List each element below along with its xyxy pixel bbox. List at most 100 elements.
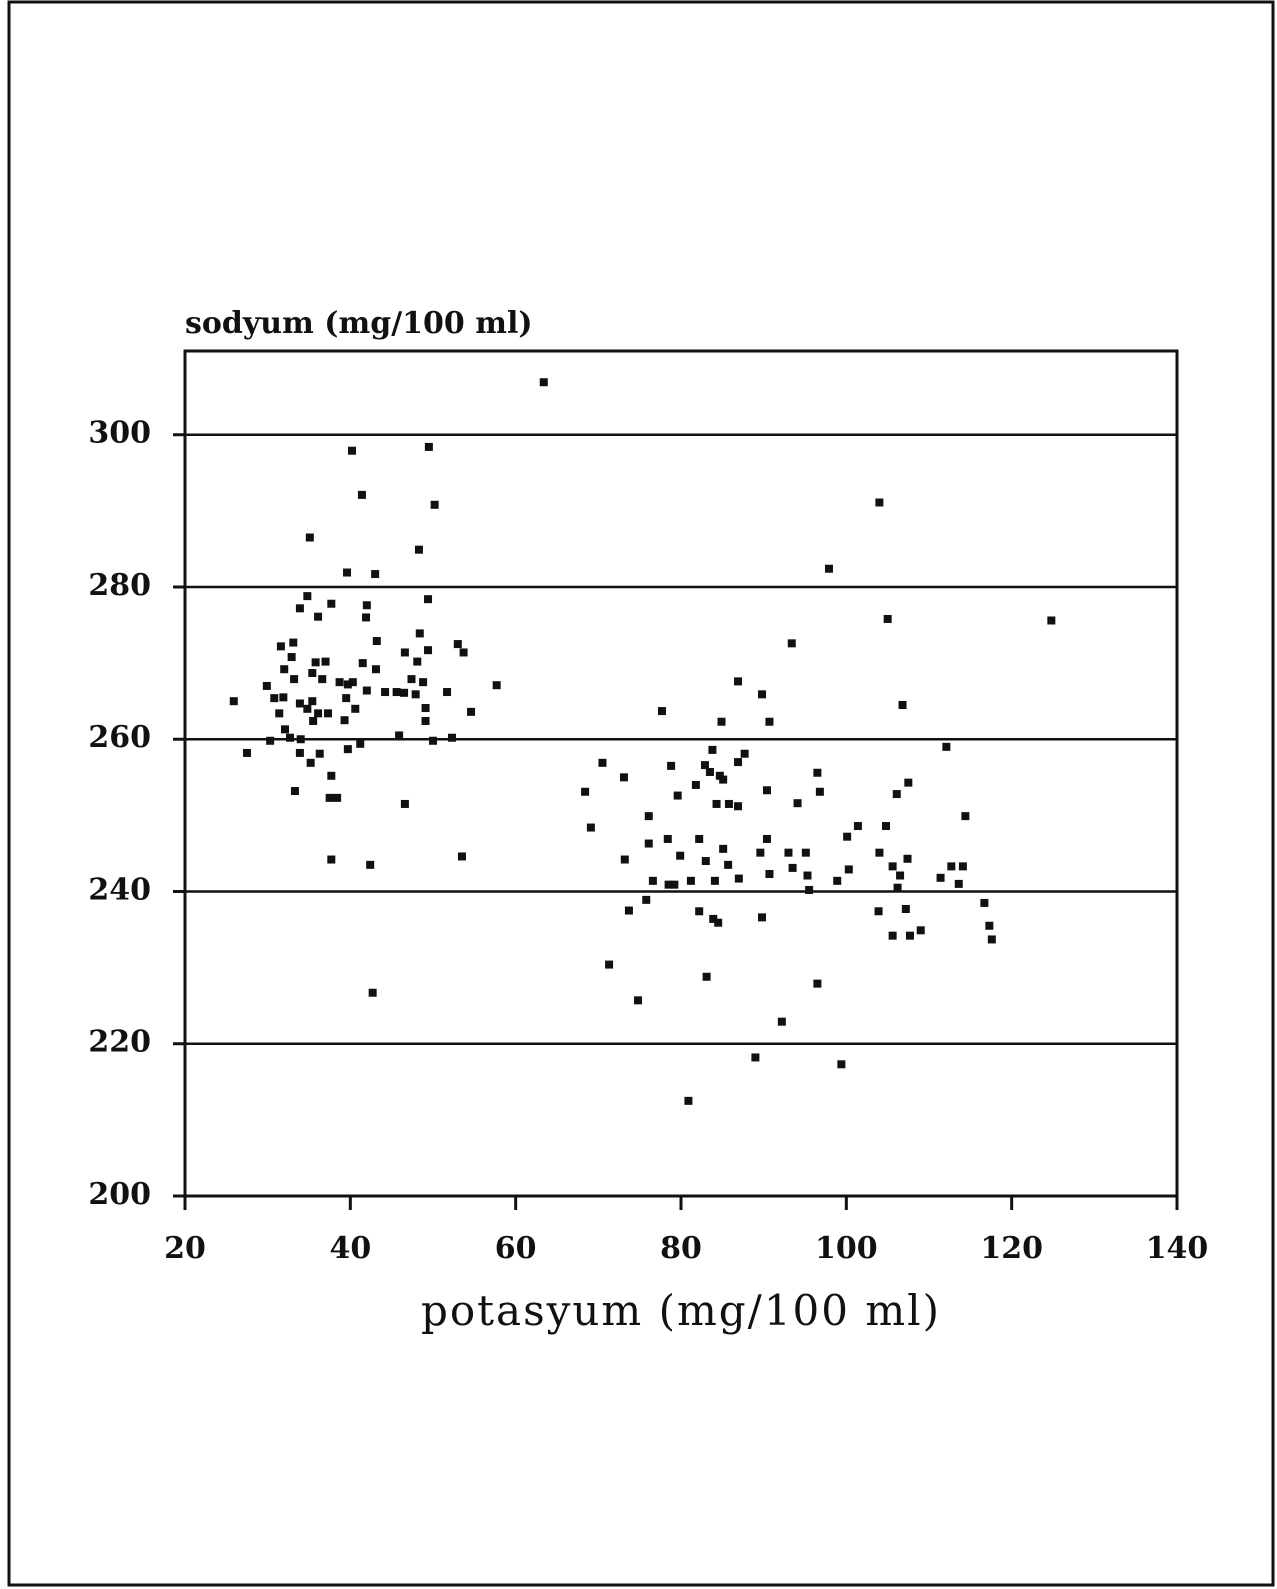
point [581,787,590,796]
point [347,446,356,455]
point [321,657,330,666]
point [311,658,320,667]
point [705,767,714,776]
point [684,1096,693,1105]
point [710,876,719,885]
y-tick-label: 280 [88,568,151,603]
point [619,773,628,782]
point [882,822,891,831]
point [695,907,704,916]
point [875,848,884,857]
point [803,871,812,880]
point [295,604,304,613]
point [270,694,279,703]
x-tick-label: 40 [329,1231,371,1266]
point [843,832,852,841]
point [896,871,905,880]
point [411,690,420,699]
point [673,791,682,800]
point [279,693,288,702]
x-tick-label: 20 [164,1231,206,1266]
point [539,378,548,387]
point [400,648,409,657]
point [644,839,653,848]
point [429,736,437,745]
point [333,793,342,802]
point [793,799,802,808]
point [325,793,334,802]
point [348,678,357,687]
y-tick-label: 220 [88,1025,151,1060]
point [888,862,897,871]
point [724,860,733,869]
point [266,736,275,745]
point [419,678,428,687]
point [318,675,327,684]
point [676,851,685,860]
point [453,640,462,649]
point [708,745,717,754]
point [281,725,290,734]
point [340,716,349,725]
point [892,790,901,799]
point [358,659,367,668]
point [315,749,324,758]
point [648,876,657,885]
point [275,709,284,718]
point [620,855,629,864]
point [805,885,814,894]
plot-frame [183,349,1179,1198]
point [342,694,351,703]
point [874,907,883,916]
point [392,688,401,697]
point [901,905,910,914]
point [916,926,925,935]
point [327,771,336,780]
x-tick-label: 140 [1146,1231,1209,1266]
point [740,749,749,758]
point [958,862,967,871]
x-tick-label: 100 [815,1231,878,1266]
point [980,898,989,907]
point [362,686,371,695]
point [421,716,430,725]
point [381,688,390,697]
point [372,637,381,646]
x-tick-label: 60 [495,1231,537,1266]
point [853,822,862,831]
point [287,653,296,662]
point [644,812,653,821]
point [308,697,317,706]
point [492,681,501,690]
point [813,768,822,777]
point [765,869,774,878]
point [362,613,371,622]
x-axis-label: potasyum (mg/100 ml) [421,1286,941,1335]
point [306,758,315,767]
point [308,669,317,678]
point [714,918,723,927]
point [296,735,305,744]
point [448,733,457,742]
point [327,599,336,608]
point [787,639,796,648]
point [719,775,728,784]
point [407,675,416,684]
point [667,761,676,770]
point [357,490,366,499]
x-tick-label: 80 [660,1231,702,1266]
point [663,834,672,843]
point [987,935,996,944]
point [624,906,633,915]
point [443,688,452,697]
point [262,681,271,690]
point [356,739,365,748]
point [813,979,822,988]
point [430,500,439,509]
point [324,709,333,718]
point [371,665,380,674]
point [285,733,294,742]
point [305,533,314,542]
point [888,931,897,940]
